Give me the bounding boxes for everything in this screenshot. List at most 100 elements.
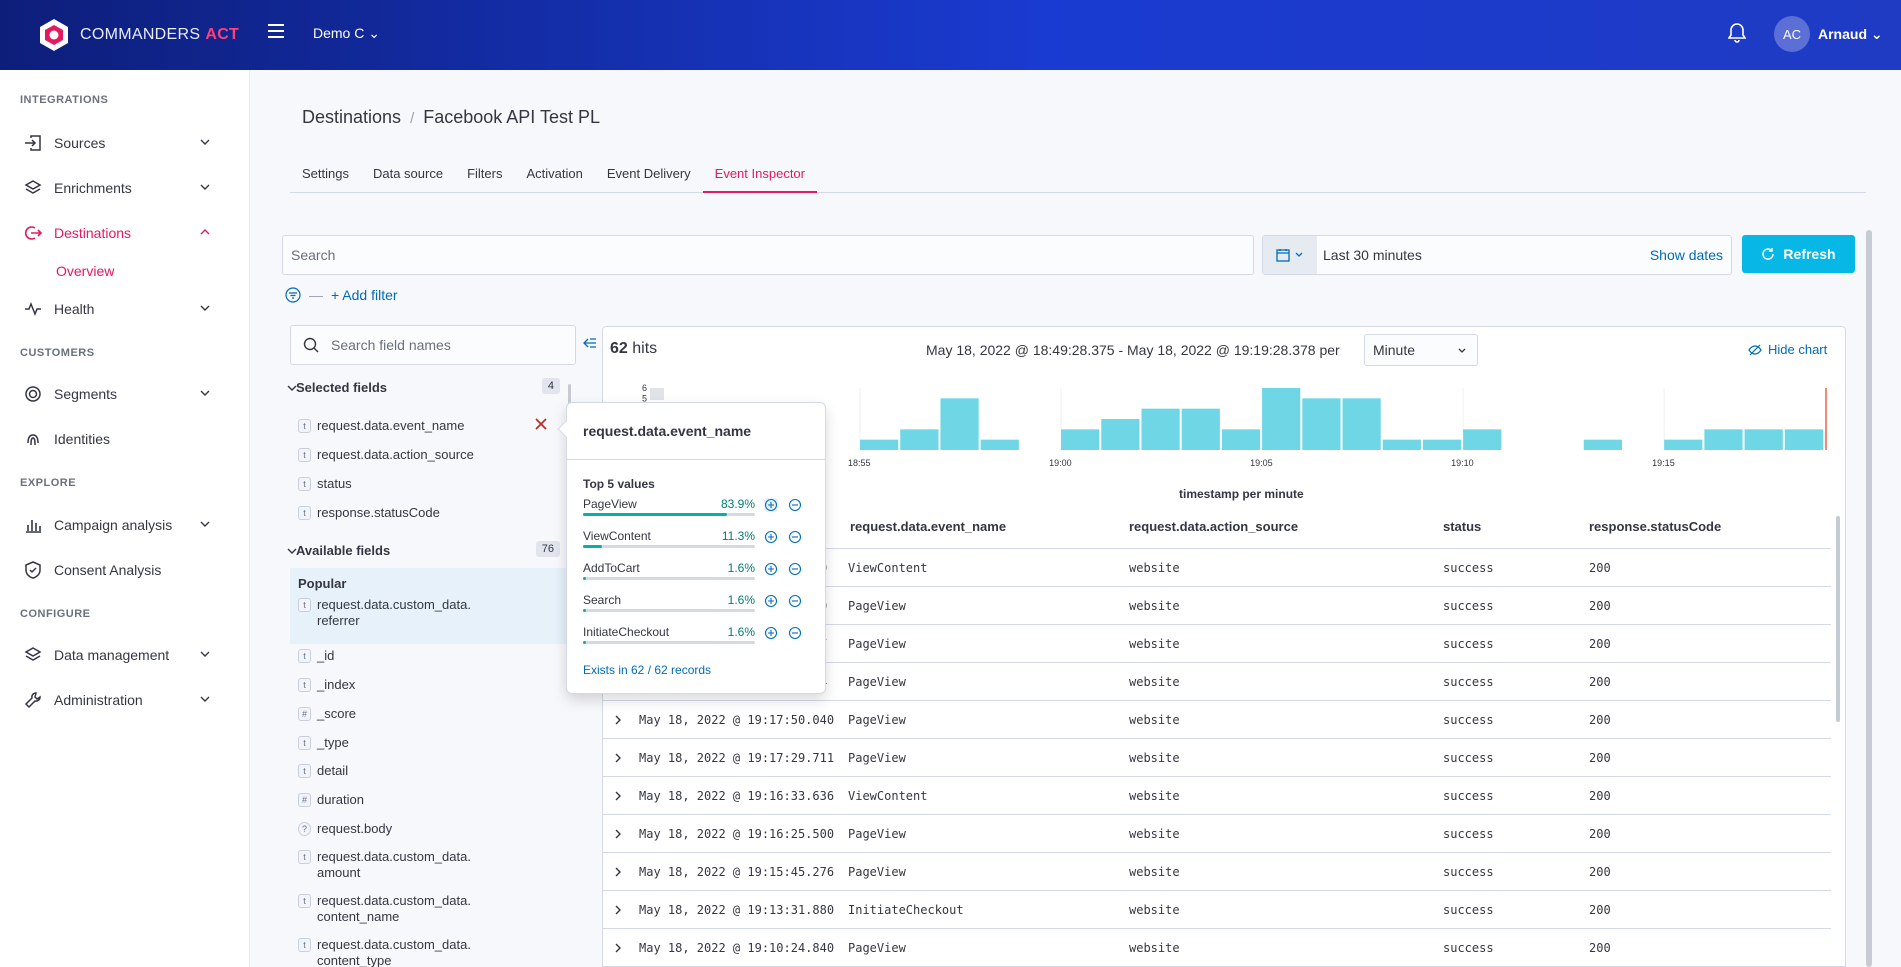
org-selector[interactable]: Demo C ⌄	[313, 25, 380, 41]
histogram-bar[interactable]	[1744, 429, 1783, 450]
logo[interactable]: COMMANDERS ACT	[36, 17, 239, 53]
refresh-button[interactable]: Refresh	[1742, 235, 1855, 273]
histogram-bar[interactable]	[1583, 439, 1622, 450]
selected-field[interactable]: t request.data.action_source	[298, 447, 474, 463]
selected-field[interactable]: t status	[298, 476, 352, 492]
histogram-bar[interactable]	[980, 439, 1019, 450]
histogram-bar[interactable]	[1262, 388, 1301, 450]
filter-for-value-icon[interactable]	[764, 530, 778, 544]
column-header[interactable]: request.data.event_name	[850, 519, 1007, 534]
menu-toggle-icon[interactable]	[268, 24, 284, 38]
histogram-bar[interactable]	[1342, 398, 1381, 450]
chevron-right-icon[interactable]	[613, 904, 623, 916]
search-input[interactable]: Search	[282, 235, 1254, 275]
filter-out-value-icon[interactable]	[788, 562, 802, 576]
table-row[interactable]: May 18, 2022 @ 19:13:31.880 InitiateCheck…	[603, 891, 1831, 929]
column-header[interactable]: request.data.action_source	[1129, 519, 1299, 534]
table-row[interactable]: May 18, 2022 @ 19:15:45.276 PageView websi…	[603, 853, 1831, 891]
histogram-bar[interactable]	[1302, 398, 1341, 450]
table-row[interactable]: May 18, 2022 @ 19:10:24.840 PageView websi…	[603, 929, 1831, 967]
chevron-right-icon[interactable]	[613, 790, 623, 802]
sidebar-item-data-management[interactable]: Data management	[24, 643, 224, 667]
available-field[interactable]: t _id	[298, 648, 334, 664]
tab-settings[interactable]: Settings	[302, 166, 349, 181]
field-search-input[interactable]: Search field names	[290, 325, 576, 365]
date-range-text[interactable]: Last 30 minutes	[1323, 247, 1422, 263]
filter-out-value-icon[interactable]	[788, 626, 802, 640]
available-field[interactable]: t _index	[298, 677, 355, 693]
interval-select[interactable]: Minute	[1364, 334, 1478, 366]
chevron-right-icon[interactable]	[613, 942, 623, 954]
show-dates-link[interactable]: Show dates	[1649, 247, 1723, 263]
collapse-sidebar-icon[interactable]	[583, 336, 597, 350]
sidebar-item-consent-analysis[interactable]: Consent Analysis	[24, 558, 224, 582]
selected-fields-header[interactable]: Selected fields 4	[287, 378, 560, 395]
chevron-right-icon[interactable]	[613, 752, 623, 764]
sidebar-item-sources[interactable]: Sources	[24, 131, 224, 155]
filter-out-value-icon[interactable]	[788, 594, 802, 608]
sidebar-item-campaign-analysis[interactable]: Campaign analysis	[24, 513, 224, 537]
table-row[interactable]: May 18, 2022 @ 19:17:50.040 PageView websi…	[603, 701, 1831, 739]
selected-field[interactable]: t response.statusCode	[298, 505, 440, 521]
filter-for-value-icon[interactable]	[764, 562, 778, 576]
chart-brush-handle[interactable]	[650, 388, 664, 400]
chevron-right-icon[interactable]	[613, 714, 623, 726]
histogram-bar[interactable]	[940, 398, 979, 450]
table-scrollbar[interactable]	[1836, 516, 1840, 722]
sidebar-item-enrichments[interactable]: Enrichments	[24, 176, 224, 200]
page-scrollbar[interactable]	[1866, 230, 1872, 967]
tab-activation[interactable]: Activation	[526, 166, 583, 181]
column-header[interactable]: status	[1443, 519, 1482, 534]
selected-field[interactable]: t request.data.event_name	[298, 418, 464, 434]
available-field[interactable]: t detail	[298, 763, 348, 779]
histogram-bar[interactable]	[1664, 439, 1703, 450]
avatar[interactable]: AC	[1774, 16, 1810, 52]
remove-field-icon[interactable]	[535, 418, 547, 430]
field-panel-scrollbar[interactable]	[568, 384, 571, 410]
histogram-bar[interactable]	[900, 429, 939, 450]
add-filter-button[interactable]: + Add filter	[331, 287, 398, 303]
available-field[interactable]: t request.data.custom_data. content_type	[298, 937, 471, 967]
sidebar-item-administration[interactable]: Administration	[24, 688, 224, 712]
sidebar-subitem-overview[interactable]: Overview	[56, 263, 115, 279]
histogram-bar[interactable]	[1141, 408, 1180, 450]
histogram-bar[interactable]	[1221, 429, 1261, 450]
available-field[interactable]: t request.data.custom_data. referrer	[298, 597, 471, 629]
available-field[interactable]: t request.data.custom_data. content_name	[298, 893, 471, 925]
histogram-chart[interactable]: 18:55 19:00 19:05 19:10 19:15 65	[602, 380, 1832, 470]
table-row[interactable]: May 18, 2022 @ 19:16:33.636 ViewContent we…	[603, 777, 1831, 815]
table-row[interactable]: May 18, 2022 @ 19:16:25.500 PageView websi…	[603, 815, 1831, 853]
breadcrumb-root[interactable]: Destinations	[302, 107, 402, 127]
sidebar-item-health[interactable]: Health	[24, 297, 224, 321]
available-field[interactable]: ? request.body	[298, 821, 392, 837]
histogram-bar[interactable]	[1422, 439, 1462, 450]
column-header[interactable]: response.statusCode	[1589, 519, 1722, 534]
tab-data-source[interactable]: Data source	[372, 166, 444, 181]
filter-for-value-icon[interactable]	[764, 626, 778, 640]
available-fields-header[interactable]: Available fields 76	[287, 541, 560, 558]
available-field[interactable]: # _score	[298, 706, 356, 722]
histogram-bar[interactable]	[1784, 429, 1823, 450]
table-row[interactable]: May 18, 2022 @ 19:17:29.711 PageView websi…	[603, 739, 1831, 777]
tab-filters[interactable]: Filters	[467, 166, 503, 181]
sidebar-item-destinations[interactable]: Destinations	[24, 221, 224, 245]
available-field[interactable]: # duration	[298, 792, 364, 808]
user-menu[interactable]: Arnaud ⌄	[1818, 26, 1883, 42]
available-field[interactable]: t _type	[298, 735, 349, 751]
exists-in-records-link[interactable]: Exists in 62 / 62 records	[583, 663, 712, 677]
filter-for-value-icon[interactable]	[764, 594, 778, 608]
table-row[interactable]: 0ViewContentwebsitesuccess200	[603, 549, 1831, 587]
histogram-bar[interactable]	[860, 439, 899, 450]
sidebar-item-segments[interactable]: Segments	[24, 382, 224, 406]
filter-icon[interactable]	[285, 287, 301, 303]
table-row[interactable]: 4PageViewwebsitesuccess200	[603, 663, 1831, 701]
histogram-bar[interactable]	[1101, 419, 1140, 450]
histogram-bar[interactable]	[1463, 429, 1502, 450]
table-row[interactable]: 7PageViewwebsitesuccess200	[603, 625, 1831, 663]
tab-event-delivery[interactable]: Event Delivery	[606, 166, 691, 181]
tab-event-inspector[interactable]: Event Inspector	[702, 160, 817, 193]
histogram-bar[interactable]	[1704, 429, 1743, 450]
bell-icon[interactable]	[1728, 23, 1746, 43]
histogram-bar[interactable]	[1181, 408, 1220, 450]
filter-out-value-icon[interactable]	[788, 530, 802, 544]
